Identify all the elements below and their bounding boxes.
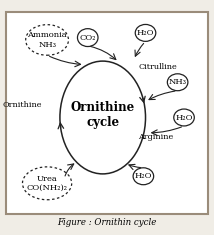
Text: Ornithine
cycle: Ornithine cycle: [71, 101, 135, 129]
Text: Figure : Ornithin cycle: Figure : Ornithin cycle: [57, 218, 157, 227]
Text: Citrulline: Citrulline: [138, 63, 177, 71]
Text: NH₃: NH₃: [169, 78, 187, 86]
FancyBboxPatch shape: [6, 12, 208, 214]
Text: H₂O: H₂O: [175, 114, 193, 121]
Text: H₂O: H₂O: [135, 172, 152, 180]
Text: CO₂: CO₂: [79, 34, 96, 42]
Text: Arginine: Arginine: [138, 133, 173, 141]
Text: Ammonia
NH₃: Ammonia NH₃: [27, 31, 67, 49]
Text: Urea
CO(NH₂)₂: Urea CO(NH₂)₂: [27, 175, 68, 192]
Text: Ornithine: Ornithine: [2, 101, 42, 109]
Text: H₂O: H₂O: [137, 29, 154, 37]
